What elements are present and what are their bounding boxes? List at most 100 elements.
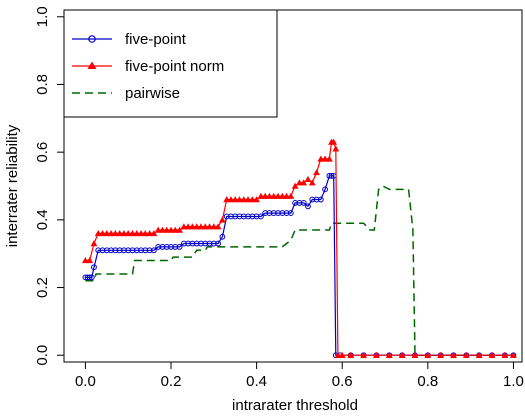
data-point — [317, 155, 325, 162]
data-point — [475, 351, 483, 358]
data-point — [150, 229, 158, 237]
data-point — [210, 223, 218, 230]
data-point — [228, 213, 234, 220]
x-tick-label: 0.0 — [75, 373, 96, 390]
data-point — [292, 200, 299, 206]
data-point — [185, 240, 192, 247]
data-point — [99, 247, 106, 254]
data-point — [172, 244, 179, 250]
data-point — [330, 138, 338, 145]
data-point — [253, 196, 261, 203]
series-line-five-point — [85, 175, 514, 356]
data-point — [86, 257, 94, 264]
data-point — [171, 226, 179, 233]
series-line-pairwise — [85, 185, 514, 356]
data-point — [184, 223, 192, 230]
data-point — [287, 210, 294, 216]
data-point — [150, 247, 157, 254]
data-point — [305, 203, 311, 210]
data-point — [270, 192, 278, 199]
legend-marker-five-point — [88, 35, 96, 43]
data-point — [189, 223, 196, 230]
data-point — [176, 226, 183, 233]
data-point — [253, 213, 260, 220]
legend-frame — [63, 9, 278, 118]
data-point — [313, 196, 320, 203]
plot-frame — [63, 9, 523, 363]
data-point — [248, 196, 256, 203]
data-point — [223, 213, 230, 220]
data-point — [103, 229, 111, 237]
data-point — [328, 172, 335, 179]
x-axis: 0.0 0.2 0.4 0.6 0.8 1.0 — [75, 362, 524, 390]
data-point — [125, 247, 132, 254]
x-tick-label: 0.4 — [246, 373, 267, 390]
data-point — [159, 244, 166, 250]
data-point — [308, 179, 316, 186]
data-point — [159, 226, 166, 233]
data-point — [116, 229, 124, 237]
data-point — [138, 247, 144, 254]
data-point — [245, 213, 251, 220]
data-point — [129, 247, 136, 254]
data-point — [103, 247, 110, 254]
data-point — [266, 210, 273, 216]
data-point — [296, 200, 303, 206]
data-point — [291, 182, 299, 189]
legend-item-pairwise: pairwise — [72, 85, 180, 102]
data-point — [309, 196, 316, 203]
data-point — [510, 351, 517, 358]
data-point — [193, 223, 201, 230]
data-point — [321, 155, 329, 162]
data-point — [176, 244, 183, 250]
data-point — [240, 213, 247, 220]
data-point — [163, 244, 170, 250]
series-line-five-point-norm — [85, 141, 514, 356]
data-point — [227, 196, 235, 203]
data-point — [270, 210, 277, 216]
data-point — [198, 240, 204, 247]
data-point — [197, 223, 205, 230]
data-point — [215, 240, 221, 247]
y-tick-label: 0.6 — [34, 142, 51, 163]
data-point — [262, 210, 269, 216]
x-tick-label: 1.0 — [503, 373, 524, 390]
data-point — [137, 229, 145, 237]
data-point — [278, 192, 286, 199]
data-point — [91, 264, 97, 271]
data-point — [283, 192, 290, 199]
data-point — [111, 229, 119, 237]
data-point — [88, 274, 95, 281]
data-point — [155, 244, 162, 250]
data-point — [218, 216, 226, 223]
legend: five-point five-point norm pairwise — [63, 9, 278, 118]
data-point — [107, 229, 115, 237]
data-point — [142, 247, 149, 254]
data-point — [338, 351, 346, 358]
data-point — [223, 196, 231, 203]
data-point — [201, 223, 209, 230]
data-point — [167, 226, 175, 233]
data-point — [133, 247, 140, 254]
data-point — [266, 192, 273, 199]
data-point — [146, 229, 154, 237]
data-point — [283, 210, 290, 216]
data-point — [279, 210, 286, 216]
data-point — [124, 229, 132, 237]
x-tick-label: 0.8 — [417, 373, 438, 390]
data-point — [202, 240, 209, 247]
data-point — [334, 351, 342, 358]
y-tick-label: 0.2 — [34, 277, 51, 298]
data-point — [360, 351, 368, 358]
legend-label-pairwise: pairwise — [125, 85, 180, 102]
data-point — [206, 240, 213, 247]
data-point — [116, 247, 123, 254]
data-point — [317, 196, 324, 203]
data-point — [214, 223, 222, 230]
data-point — [398, 351, 406, 358]
data-point — [249, 213, 256, 220]
data-point — [94, 229, 102, 237]
data-point — [322, 186, 329, 193]
data-point — [257, 192, 265, 199]
